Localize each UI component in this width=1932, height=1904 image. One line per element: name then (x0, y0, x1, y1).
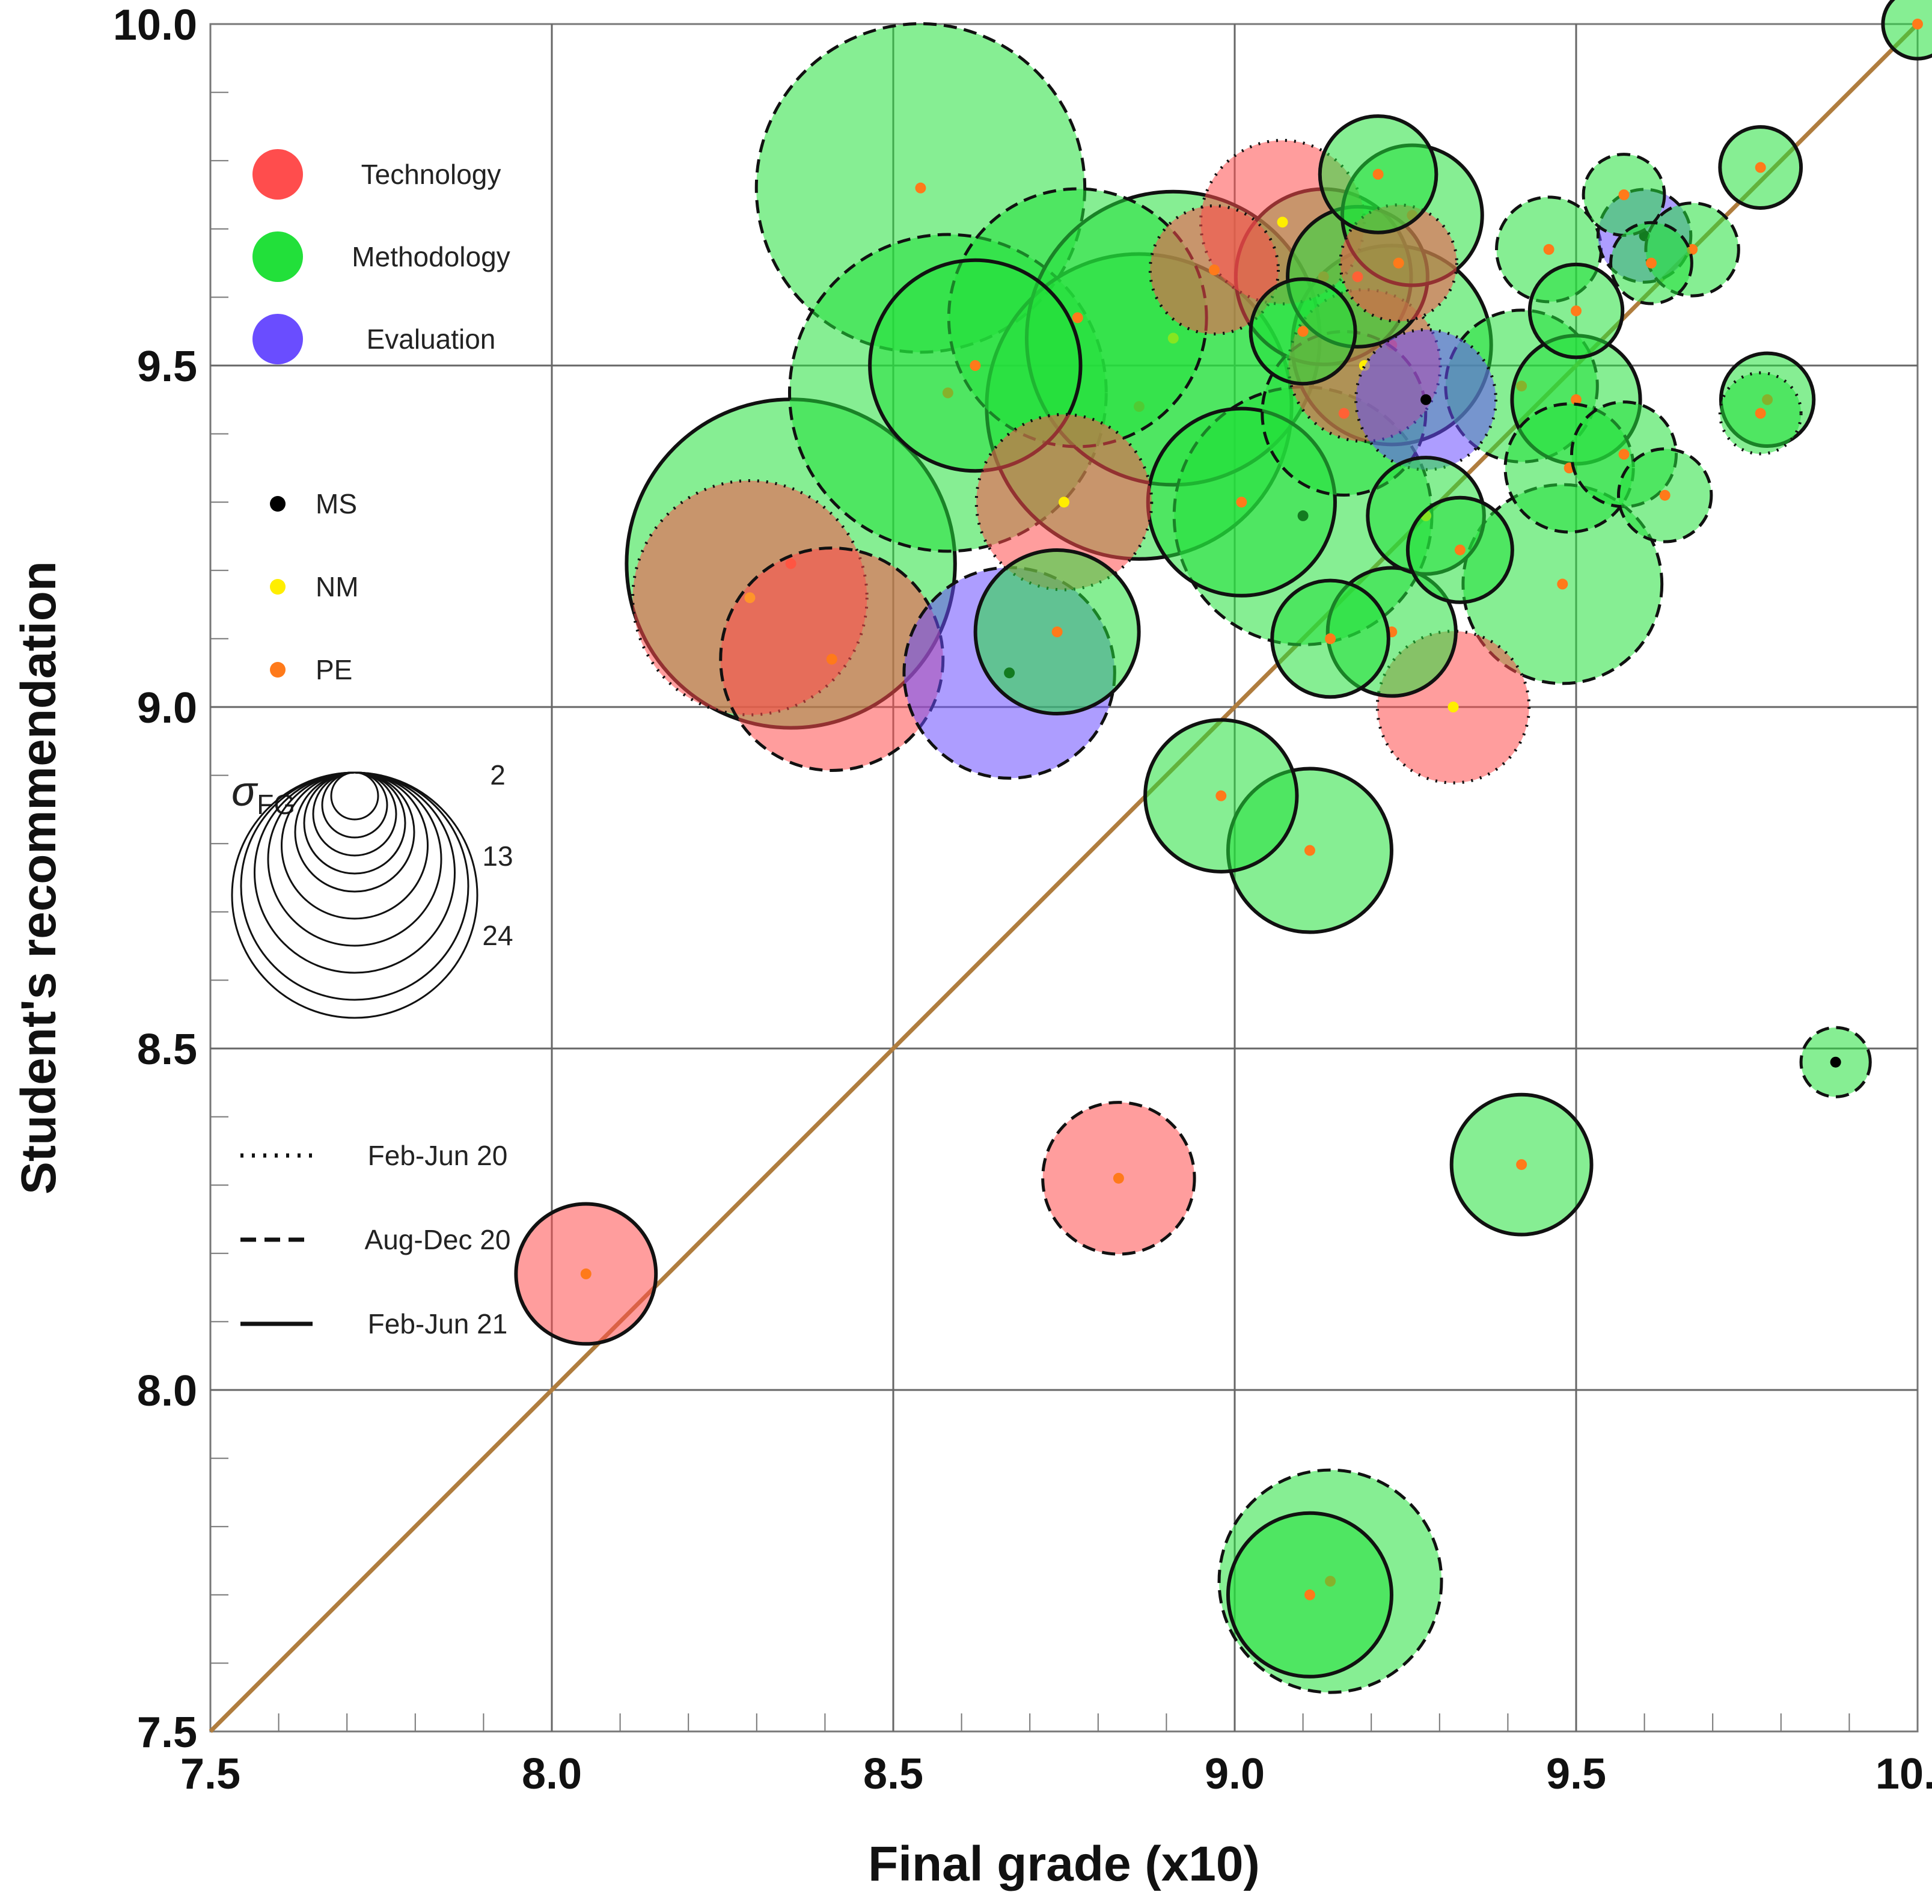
marker-pe (1454, 544, 1466, 556)
legend-size-value: 13 (482, 840, 513, 872)
marker-ms (1420, 394, 1432, 405)
x-tick-label: 10.0 (1875, 1750, 1932, 1798)
marker-pe (1912, 19, 1923, 29)
marker-pe (1372, 168, 1384, 180)
marker-pe (1645, 257, 1657, 269)
legend-size-value: 24 (482, 920, 513, 951)
x-tick-label: 9.5 (1546, 1750, 1606, 1798)
y-tick-label: 9.5 (137, 343, 197, 391)
marker-pe (1208, 264, 1220, 275)
marker-pe (1755, 408, 1766, 419)
legend-swatch-methodology (252, 231, 303, 282)
marker-nm (1059, 497, 1069, 508)
x-tick-label: 8.0 (522, 1750, 582, 1798)
legend-label-evaluation: Evaluation (367, 323, 496, 355)
y-tick-label: 9.0 (137, 684, 197, 732)
marker-pe (1072, 312, 1083, 323)
legend-periods: Feb-Jun 20 Aug-Dec 20 Feb-Jun 21 (240, 1140, 510, 1339)
legend-size-circle (303, 771, 406, 875)
legend-marker-nm (270, 579, 286, 595)
marker-pe (1325, 633, 1336, 644)
marker-nm (1447, 702, 1459, 712)
x-tick-label: 8.5 (863, 1750, 923, 1798)
marker-pe (915, 182, 926, 194)
y-tick-label: 8.0 (137, 1367, 197, 1415)
marker-pe (1304, 1589, 1315, 1600)
y-tick-label: 10.0 (113, 1, 197, 49)
marker-pe (1755, 162, 1766, 173)
legend-swatch-evaluation (252, 314, 303, 364)
legend-marker-pe (270, 662, 286, 678)
legend-size-circle (231, 771, 478, 1019)
y-tick-label: 7.5 (137, 1709, 197, 1757)
marker-pe (1215, 790, 1227, 801)
legend-size-circle (281, 771, 429, 920)
marker-pe (1393, 257, 1404, 269)
marker-pe (1516, 1159, 1527, 1171)
marker-pe (1659, 489, 1671, 501)
marker-pe (1618, 189, 1630, 200)
marker-pe (580, 1268, 592, 1279)
legend-size-circle (267, 771, 442, 947)
marker-ms (1830, 1056, 1841, 1068)
x-tick-label: 7.5 (180, 1750, 240, 1798)
legend-label-feb-jun-20: Feb-Jun 20 (368, 1140, 508, 1171)
marker-pe (1571, 394, 1582, 405)
legend-sigma-symbol: σ (231, 768, 258, 815)
marker-pe (1304, 845, 1315, 856)
marker-pe (1571, 305, 1582, 317)
marker-pe (1543, 243, 1554, 255)
marker-pe (826, 654, 837, 665)
legend-swatch-technology (252, 149, 303, 200)
legend-size-value: 2 (490, 759, 506, 791)
marker-pe (1297, 326, 1309, 337)
legend-markers: MS NM PE (270, 488, 359, 685)
x-tick-label: 9.0 (1205, 1750, 1265, 1798)
legend-marker-ms (270, 496, 286, 512)
marker-pe (1236, 497, 1247, 508)
legend-label-ms: MS (316, 488, 357, 519)
legend-label-nm: NM (316, 571, 359, 602)
marker-pe (970, 360, 981, 371)
legend-label-aug-dec-20: Aug-Dec 20 (365, 1224, 511, 1255)
legend: Technology Methodology Evaluation MS NM PE σ… (231, 149, 513, 1339)
legend-size-circle (312, 771, 397, 857)
legend-size-circle (321, 771, 388, 839)
legend-label-feb-jun-21: Feb-Jun 21 (368, 1308, 508, 1339)
legend-size-circle (330, 771, 379, 821)
reference-line (209, 22, 1919, 1733)
y-tick-label: 8.5 (137, 1026, 197, 1074)
legend-label-pe: PE (316, 654, 352, 685)
x-axis-title: Final grade (x10) (868, 1837, 1260, 1891)
plot-frame (209, 23, 1919, 1733)
bubbles (514, 0, 1932, 1694)
bubble-methodology (1881, 0, 1932, 61)
marker-pe (1618, 448, 1630, 460)
legend-areas: Technology Methodology Evaluation (252, 149, 510, 364)
marker-pe (1557, 578, 1568, 590)
marker-nm (1277, 216, 1288, 228)
diagonal-line (209, 22, 1919, 1733)
axis-ticks: 7.5 8.0 8.5 9.0 9.5 10.0 7.5 8.0 8.5 9.0 9.5 10.0 (113, 1, 1932, 1798)
legend-label-technology: Technology (361, 159, 501, 190)
legend-label-methodology: Methodology (352, 241, 510, 272)
marker-pe (1051, 626, 1063, 638)
marker-pe (1113, 1172, 1124, 1184)
y-axis-title: Student's recommendation (11, 561, 66, 1195)
